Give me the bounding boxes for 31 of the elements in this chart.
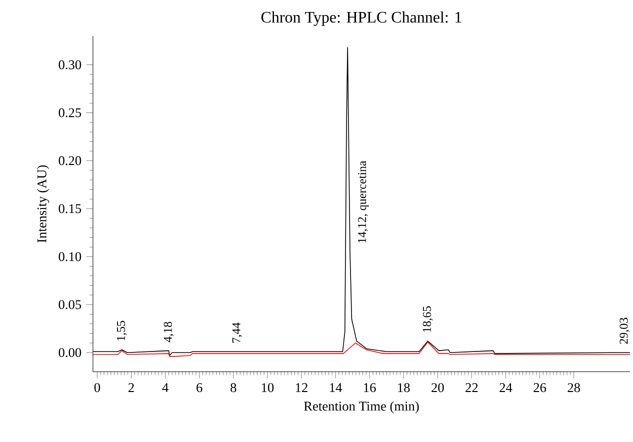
y-tick-label: 0.00 [58,348,82,358]
x-tick-label: 4 [162,383,168,392]
y-tick-label: 0.10 [58,252,82,262]
x-tick-label: 18 [398,383,410,392]
annotation: 18,65 [422,306,433,332]
x-tick-label: 0 [94,383,100,392]
annotation: 14,12, quercetina [358,160,369,243]
x-tick-label: 26 [534,383,546,392]
y-tick-label: 0.15 [58,204,82,214]
x-axis-title: Retention Time (min) [304,401,419,414]
y-tick-label: 0.05 [58,300,82,310]
y-tick-label: 0.30 [58,60,82,70]
x-tick-label: 12 [296,383,308,392]
annotation: 29,03 [620,318,630,344]
annotation: 1,55 [117,321,127,341]
y-axis-title: Intensity (AU) [36,166,50,243]
x-tick-label: 22 [466,383,478,392]
x-tick-label: 28 [568,383,580,392]
x-tick-label: 24 [500,383,512,392]
x-tick-label: 20 [432,383,444,392]
x-tick-label: 8 [230,383,236,392]
x-tick-label: 10 [262,383,274,392]
x-tick-label: 2 [128,383,134,392]
y-tick-label: 0.20 [58,156,82,166]
x-tick-label: 16 [364,383,376,392]
x-tick-label: 6 [196,383,202,392]
x-tick-label: 14 [330,383,342,392]
annotation: 4,18 [164,322,174,342]
chart-title: Chron Type: HPLC Channel: 1 [261,12,462,26]
y-tick-label: 0.25 [58,108,82,118]
annotation: 7,44 [232,322,242,343]
